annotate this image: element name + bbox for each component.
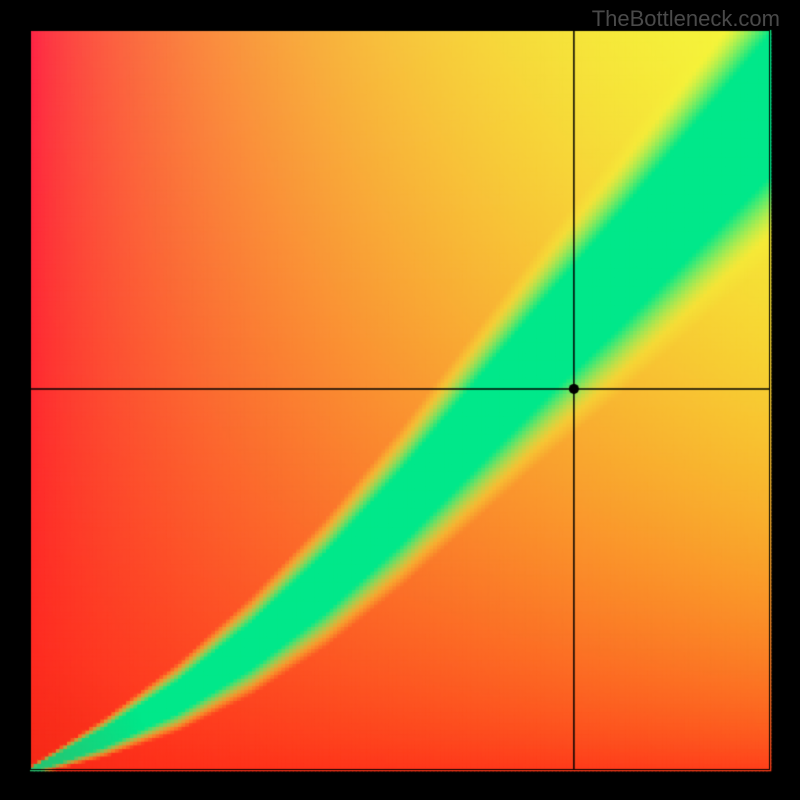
- bottleneck-heatmap: [0, 0, 800, 800]
- watermark-text: TheBottleneck.com: [592, 6, 780, 32]
- chart-container: TheBottleneck.com: [0, 0, 800, 800]
